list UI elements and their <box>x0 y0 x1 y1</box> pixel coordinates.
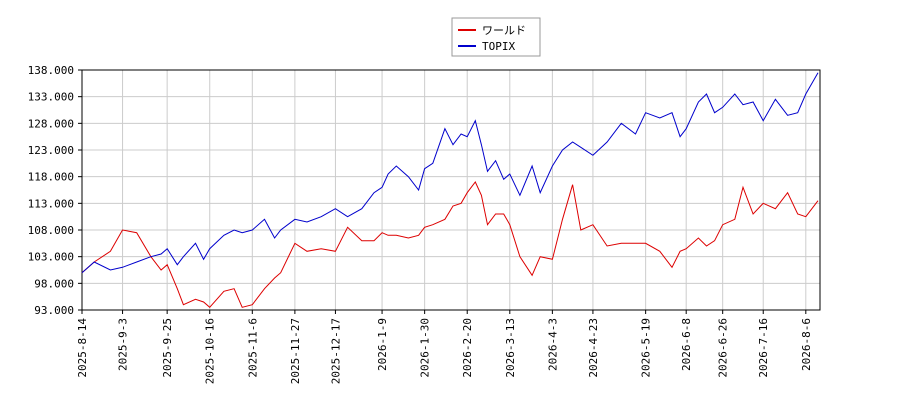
x-tick-label: 2025-12-17 <box>329 318 342 384</box>
legend-box <box>451 17 541 57</box>
x-tick-label: 2026-1-30 <box>419 318 432 378</box>
x-tick-label: 2026-5-19 <box>640 318 653 378</box>
x-tick-label: 2025-11-6 <box>246 318 259 378</box>
y-tick-label: 98.000 <box>34 277 74 290</box>
x-tick-label: 2026-8-6 <box>800 318 813 371</box>
x-tick-label: 2025-9-3 <box>117 318 130 371</box>
x-tick-label: 2025-11-27 <box>289 318 302 384</box>
x-tick-label: 2026-6-8 <box>680 318 693 371</box>
x-tick-label: 2026-4-23 <box>587 318 600 378</box>
legend-label: ワールド <box>482 24 526 37</box>
x-tick-label: 2025-10-16 <box>204 318 217 384</box>
x-tick-label: 2026-4-3 <box>546 318 559 371</box>
x-tick-label: 2026-3-13 <box>504 318 517 378</box>
y-tick-label: 123.000 <box>28 144 74 157</box>
y-tick-label: 108.000 <box>28 224 74 237</box>
y-tick-label: 103.000 <box>28 251 74 264</box>
x-tick-label: 2026-2-20 <box>461 318 474 378</box>
y-tick-label: 118.000 <box>28 171 74 184</box>
legend-label: TOPIX <box>482 40 515 53</box>
series-line <box>81 181 819 309</box>
series-line <box>81 72 819 274</box>
y-tick-label: 93.000 <box>34 304 74 317</box>
x-tick-label: 2026-1-9 <box>376 318 389 371</box>
x-tick-label: 2025-8-14 <box>76 318 89 378</box>
y-tick-label: 113.000 <box>28 197 74 210</box>
x-tick-label: 2025-9-25 <box>161 318 174 378</box>
y-tick-label: 133.000 <box>28 91 74 104</box>
x-tick-label: 2026-6-26 <box>717 318 730 378</box>
y-tick-label: 138.000 <box>28 64 74 77</box>
plot-frame <box>81 69 821 311</box>
y-tick-label: 128.000 <box>28 117 74 130</box>
x-tick-label: 2026-7-16 <box>757 318 770 378</box>
